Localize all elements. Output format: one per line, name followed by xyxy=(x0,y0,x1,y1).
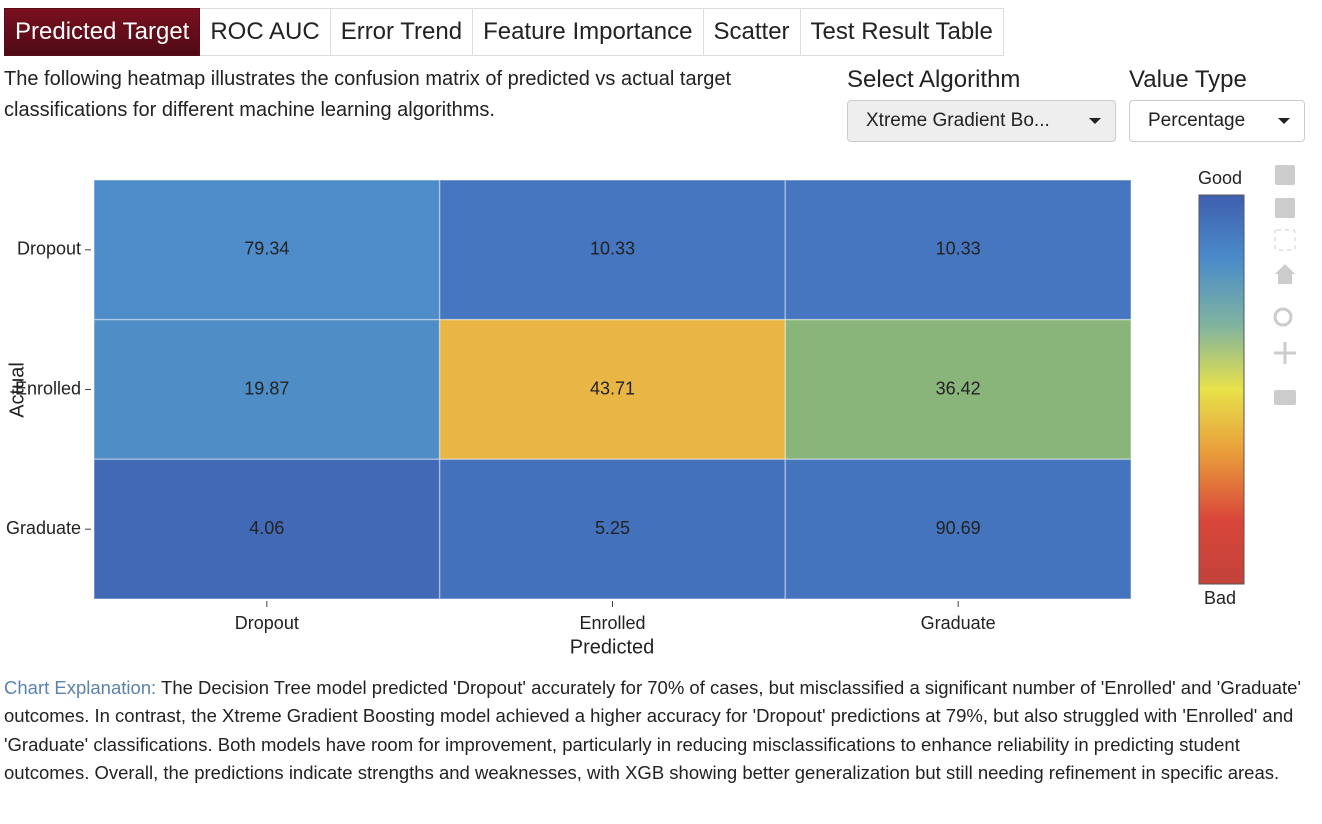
cell-label: 79.34 xyxy=(244,239,289,259)
x-tick-label: Enrolled xyxy=(579,613,645,633)
heatmap-cell xyxy=(438,318,787,461)
tab-bar: Predicted Target ROC AUC Error Trend Fea… xyxy=(4,8,1004,56)
cell-label: 4.06 xyxy=(249,518,284,538)
heatmap-cell xyxy=(784,318,1132,461)
description: The following heatmap illustrates the co… xyxy=(4,68,732,121)
tab[interactable]: Predicted Target xyxy=(4,8,201,56)
tab[interactable]: Test Result Table xyxy=(800,8,1004,56)
modebar-button[interactable] xyxy=(1275,264,1295,284)
heatmap-cell xyxy=(93,458,441,600)
modebar-button[interactable] xyxy=(1274,342,1296,364)
y-tick-label: Dropout xyxy=(17,239,81,259)
chart: Predicted Actual Good Bad 79.34 10.33 10.3… xyxy=(6,165,1296,658)
y-axis-title: Actual xyxy=(6,362,28,418)
colorbar-label: Good xyxy=(1198,168,1242,188)
dropdown[interactable]: Percentage xyxy=(1129,100,1305,142)
cell-label: 5.25 xyxy=(595,518,630,538)
cell-label: 10.33 xyxy=(936,239,981,259)
modebar-button[interactable] xyxy=(1275,165,1295,185)
cell-label: 10.33 xyxy=(590,239,635,259)
x-tick-label: Graduate xyxy=(921,613,996,633)
dropdown[interactable]: Xtreme Gradient Bo... xyxy=(847,100,1116,142)
cell-label: 36.42 xyxy=(936,378,981,398)
heatmap-cell xyxy=(784,458,1132,600)
heatmap-cell xyxy=(93,318,441,461)
x-tick-label: Dropout xyxy=(235,613,299,633)
tab[interactable]: ROC AUC xyxy=(200,8,331,56)
chart-explanation: Chart Explanation: The Decision Tree mod… xyxy=(4,674,1309,787)
y-tick-label: Graduate xyxy=(6,518,81,538)
tab[interactable]: Feature Importance xyxy=(473,8,704,56)
x-axis-title: Predicted xyxy=(570,636,655,658)
modebar-button[interactable] xyxy=(1273,307,1293,327)
modebar-button[interactable] xyxy=(1274,229,1296,251)
y-tick-label: Enrolled xyxy=(15,378,81,398)
cell-label: 90.69 xyxy=(936,518,981,538)
colorbar-label: Bad xyxy=(1204,588,1236,608)
explanation-text: The Decision Tree model predicted 'Dropo… xyxy=(4,677,1302,783)
dropdown-value: Xtreme Gradient Bo... xyxy=(866,110,1050,131)
control-label: Select Algorithm xyxy=(847,66,1021,93)
tab[interactable]: Error Trend xyxy=(330,8,474,56)
control-label: Value Type xyxy=(1129,66,1247,93)
dropdown-value: Percentage xyxy=(1148,110,1246,131)
tab[interactable]: Scatter xyxy=(703,8,801,56)
modebar-button[interactable] xyxy=(1274,390,1296,405)
heatmap-cell xyxy=(784,179,1132,321)
modebar xyxy=(1273,165,1296,405)
cell-label: 19.87 xyxy=(244,378,289,398)
caret xyxy=(1278,118,1290,124)
caret xyxy=(1089,118,1101,124)
cell-label: 43.71 xyxy=(590,378,635,398)
colorbar xyxy=(1198,194,1245,585)
explanation-label: Chart Explanation: xyxy=(4,677,157,698)
modebar-button[interactable] xyxy=(1275,198,1295,218)
heatmap-cell xyxy=(438,458,787,600)
